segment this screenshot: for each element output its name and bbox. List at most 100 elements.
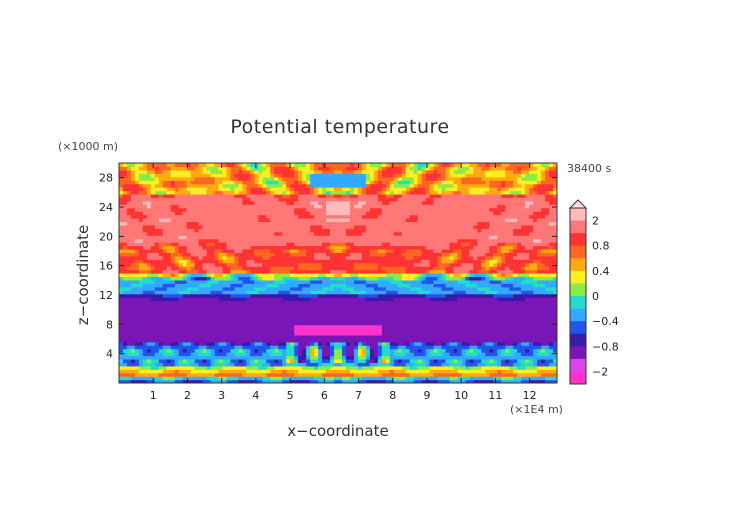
heatmap-cell <box>154 352 160 357</box>
heatmap-cell <box>218 248 224 253</box>
heatmap-cell <box>154 224 160 229</box>
heatmap-cell <box>517 314 522 319</box>
heatmap-cell <box>234 273 240 278</box>
heatmap-cell <box>126 235 132 240</box>
heatmap-cell <box>409 341 415 346</box>
heatmap-cell <box>441 279 447 284</box>
heatmap-cell <box>278 362 283 367</box>
heatmap-cell <box>122 235 128 240</box>
heatmap-cell <box>126 259 132 264</box>
heatmap-cell <box>174 345 180 350</box>
heatmap-cell <box>274 228 279 233</box>
heatmap-cell <box>433 362 439 367</box>
heatmap-cell <box>449 300 455 305</box>
heatmap-cell <box>218 352 224 357</box>
heatmap-cell <box>290 293 295 298</box>
heatmap-cell <box>493 283 498 288</box>
heatmap-cell <box>182 293 188 298</box>
heatmap-cell <box>122 352 128 357</box>
heatmap-cell <box>270 348 275 353</box>
heatmap-cell <box>158 345 164 350</box>
heatmap-cell <box>310 369 315 374</box>
heatmap-cell <box>278 276 283 281</box>
heatmap-cell <box>489 245 494 250</box>
heatmap-cell <box>537 372 542 377</box>
heatmap-cell <box>373 379 379 383</box>
heatmap-cell <box>226 297 232 302</box>
heatmap-cell <box>529 248 534 253</box>
heatmap-cell <box>489 252 494 257</box>
heatmap-cell <box>409 259 415 264</box>
heatmap-cell <box>465 283 470 288</box>
heatmap-cell <box>218 259 224 264</box>
heatmap-cell <box>421 341 427 346</box>
heatmap-cell <box>130 348 136 353</box>
heatmap-cell <box>302 255 307 260</box>
heatmap-cell <box>545 266 550 271</box>
heatmap-cell <box>242 338 248 343</box>
heatmap-cell <box>222 266 228 271</box>
heatmap-cell <box>425 369 431 374</box>
heatmap-cell <box>246 224 251 229</box>
heatmap-cell <box>310 307 315 312</box>
heatmap-cell <box>294 300 299 305</box>
heatmap-cell <box>162 290 168 295</box>
heatmap-cell <box>138 369 144 374</box>
heatmap-cell <box>485 300 490 305</box>
heatmap-cell <box>365 331 371 336</box>
heatmap-cell <box>549 379 554 383</box>
heatmap-cell <box>174 314 180 319</box>
heatmap-cell <box>290 310 295 315</box>
heatmap-cell <box>278 324 283 329</box>
heatmap-cell <box>385 365 391 370</box>
heatmap-cell <box>238 365 244 370</box>
heatmap-cell <box>198 303 204 308</box>
heatmap-cell <box>254 328 259 333</box>
heatmap-cell <box>134 293 140 298</box>
heatmap-cell <box>154 238 160 243</box>
heatmap-cell <box>330 266 335 271</box>
heatmap-cell <box>481 245 486 250</box>
heatmap-cell <box>262 259 267 264</box>
heatmap-cell <box>365 365 371 370</box>
heatmap-cell <box>162 369 168 374</box>
heatmap-cell <box>397 352 403 357</box>
heatmap-cell <box>513 231 518 236</box>
heatmap-cell <box>481 235 486 240</box>
heatmap-cell <box>158 307 164 312</box>
heatmap-cell <box>134 372 140 377</box>
heatmap-cell <box>226 321 232 326</box>
heatmap-cell <box>142 290 148 295</box>
heatmap-cell <box>178 362 184 367</box>
heatmap-cell <box>246 300 251 305</box>
heatmap-cell <box>182 242 188 247</box>
heatmap-cell <box>401 303 407 308</box>
heatmap-cell <box>417 279 423 284</box>
heatmap-cell <box>425 324 431 329</box>
heatmap-cell <box>465 310 470 315</box>
heatmap-cell <box>409 334 415 339</box>
heatmap-cell <box>210 303 216 308</box>
heatmap-cell <box>178 317 184 322</box>
heatmap-cell <box>389 362 395 367</box>
heatmap-cell <box>469 269 474 274</box>
heatmap-cell <box>142 321 148 326</box>
heatmap-cell <box>469 341 474 346</box>
heatmap-cell <box>465 369 470 374</box>
heatmap-cell <box>441 276 447 281</box>
heatmap-cell <box>409 310 415 315</box>
heatmap-cell <box>266 365 271 370</box>
heatmap-cell <box>262 290 267 295</box>
heatmap-cell <box>445 279 451 284</box>
heatmap-cell <box>150 338 156 343</box>
heatmap-cell <box>198 352 204 357</box>
heatmap-cell <box>473 352 478 357</box>
heatmap-cell <box>377 365 383 370</box>
heatmap-cell <box>553 248 557 253</box>
heatmap-cell <box>377 259 383 264</box>
heatmap-cell <box>421 283 427 288</box>
heatmap-cell <box>294 314 299 319</box>
heatmap-cell <box>234 355 240 360</box>
heatmap-cell <box>489 259 494 264</box>
heatmap-cell <box>254 242 259 247</box>
